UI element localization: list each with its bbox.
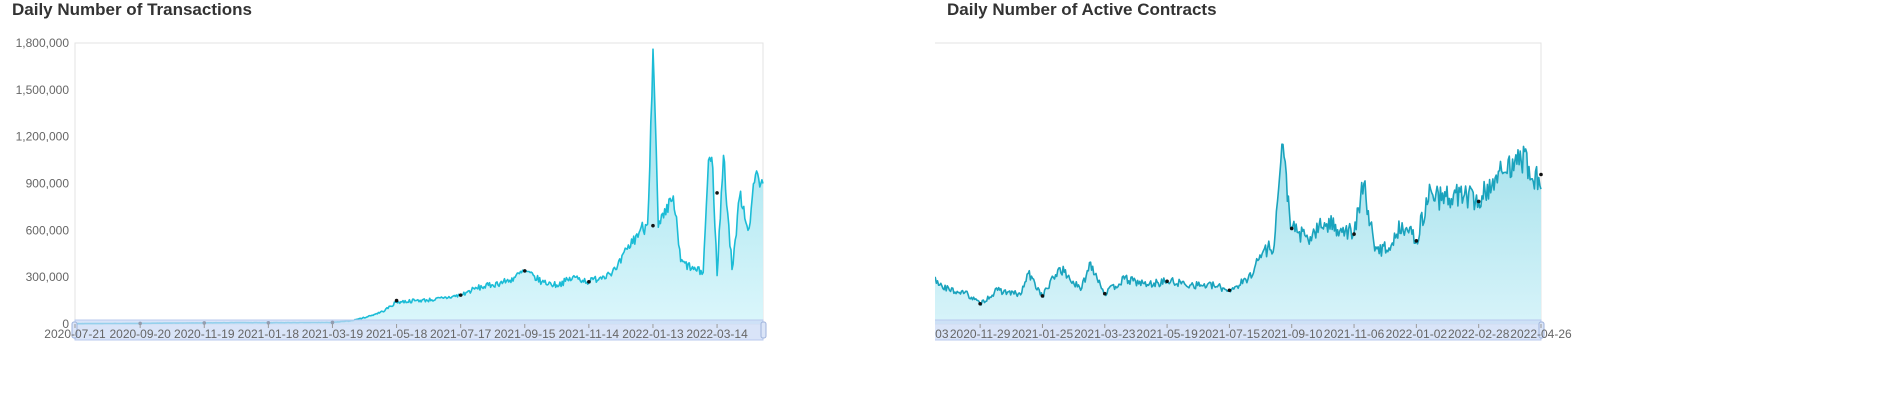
y-tick-label: 1,800,000 [16,36,70,50]
x-tick-label: 2020-11-29 [950,327,1011,341]
x-tick-label: 2021-11-14 [559,327,620,341]
x-tick-label: 2021-01-25 [1012,327,1074,341]
x-tick-label: 2022-01-02 [1386,327,1448,341]
data-point [587,280,591,284]
x-tick-label: 2021-11-06 [1324,327,1385,341]
zoom-handle-right [1538,321,1545,339]
x-tick-label: 2021-09-10 [1261,327,1323,341]
data-point [715,191,719,195]
x-tick-label: 2020-10-03 [935,327,949,341]
x-tick-label: 2021-03-19 [302,327,364,341]
data-point [458,293,463,297]
active-contracts-chart-panel: Daily Number of Active Contracts 05001,0… [935,0,1879,420]
x-tick-label: 2021-07-15 [1199,327,1261,341]
data-point [978,301,982,306]
series-line [935,143,1542,306]
x-tick-label: 2021-09-15 [494,327,556,341]
chart-title: Daily Number of Active Contracts [947,0,1217,19]
y-tick-label: 300,000 [26,270,70,284]
x-tick-label: 2021-01-18 [238,327,300,341]
series-area [75,49,763,324]
data-point [1414,239,1419,243]
x-tick-label: 2021-05-19 [1136,327,1198,341]
transactions-chart: 0 300,000 600,000 900,000 1,200,000 1,500,000… [16,36,767,341]
x-tick-label: 2021-07-17 [430,327,492,341]
data-point [651,223,655,228]
x-tick-label: 2021-03-23 [1074,327,1136,341]
series-area [935,144,1541,324]
y-tick-label: 600,000 [26,223,70,237]
x-tick-label: 2020-09-20 [109,327,171,341]
x-tick-label: 2022-01-13 [622,327,684,341]
x-tick-label: 2020-11-19 [174,327,235,341]
transactions-chart-panel: Daily Number of Transactions 0 300,000 600… [0,0,930,420]
active-contracts-chart: 05001,0001,5002,0002,5002020-07-222020-1… [935,42,1572,341]
y-tick-label: 0 [62,317,69,331]
data-point [1352,232,1356,236]
x-tick-label: 2022-03-14 [686,327,748,341]
y-tick-label: 1,500,000 [16,83,70,97]
y-tick-label: 1,200,000 [16,130,70,144]
zoom-handle-right [760,321,767,339]
data-point [1227,288,1232,293]
y-tick-label: 900,000 [26,177,70,191]
chart-title: Daily Number of Transactions [12,0,252,19]
zoom-handle-left [71,321,78,339]
data-point [1165,279,1169,284]
data-point [1539,172,1543,177]
data-point [522,269,527,273]
x-tick-label: 2021-05-18 [366,327,428,341]
x-tick-label: 2020-07-21 [44,327,106,341]
data-point [1102,291,1107,296]
x-tick-label: 2022-02-28 [1448,327,1510,341]
data-point [394,298,399,303]
data-point [1040,294,1045,298]
x-tick-label: 2022-04-26 [1510,327,1572,341]
data-point [1289,226,1294,231]
data-point [1476,199,1481,204]
